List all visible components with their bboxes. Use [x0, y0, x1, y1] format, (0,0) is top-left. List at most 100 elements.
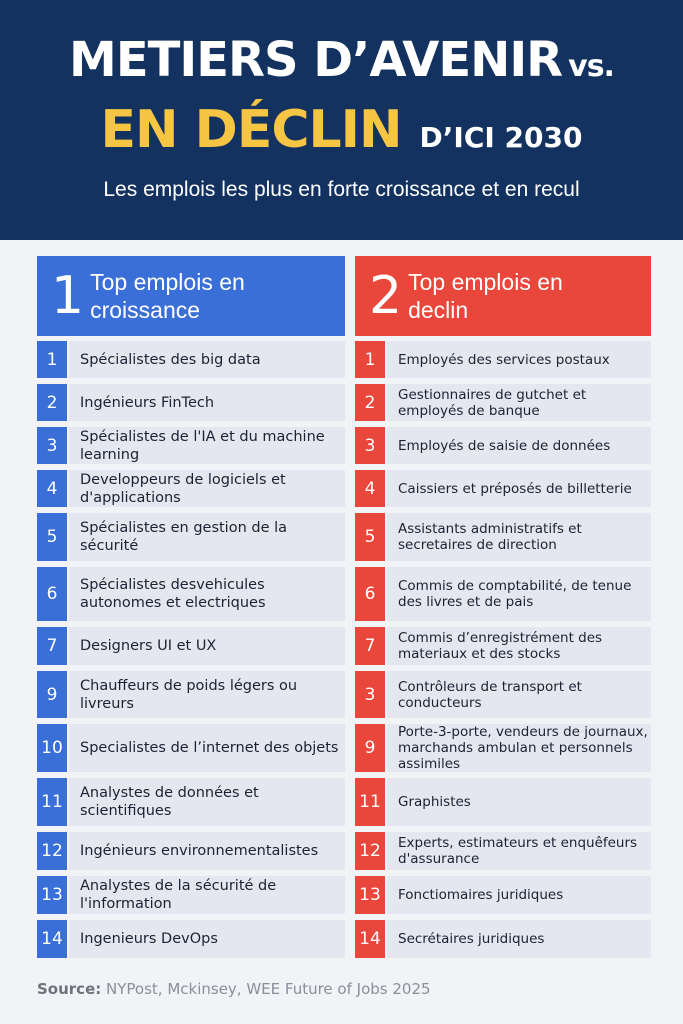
job-rank: 12: [37, 832, 67, 870]
job-rank: 5: [37, 513, 67, 561]
job-rank: 11: [355, 778, 385, 826]
job-title: Spécialistes desvehicules autonomes et e…: [69, 567, 345, 621]
source-label: Source:: [37, 980, 102, 998]
job-row: 13 Analystes de la sécurité de l'informat…: [37, 876, 345, 914]
job-rank: 9: [37, 671, 67, 718]
job-row: 14 Secrétaires juridiques: [355, 920, 651, 958]
job-row: 7 Commis d’enregistrément des materiaux e…: [355, 627, 651, 665]
job-row: 1 Spécialistes des big data: [37, 341, 345, 378]
job-rank: 1: [355, 341, 385, 378]
job-rank: 6: [355, 567, 385, 621]
job-title: Experts, estimateurs et enquêfeurs d'ass…: [387, 832, 651, 870]
job-rank: 7: [355, 627, 385, 665]
job-rank: 13: [37, 876, 67, 914]
job-title: Designers UI et UX: [69, 627, 345, 665]
job-row: 4 Caissiers et préposés de billetterie: [355, 470, 651, 507]
job-rank: 14: [355, 920, 385, 958]
job-rank: 6: [37, 567, 67, 621]
job-title: Commis d’enregistrément des materiaux et…: [387, 627, 651, 665]
job-title: Ingénieurs environnementalistes: [69, 832, 345, 870]
job-row: 5 Assistants administratifs et secretaire…: [355, 513, 651, 561]
job-row: 6 Spécialistes desvehicules autonomes et …: [37, 567, 345, 621]
job-rank: 4: [37, 470, 67, 507]
job-title: Spécialistes de l'IA et du machine learn…: [69, 427, 345, 464]
job-rank: 3: [37, 427, 67, 464]
job-row: 4 Developpeurs de logiciels et d'applicat…: [37, 470, 345, 507]
column-number: 1: [51, 266, 85, 326]
job-title: Secrétaires juridiques: [387, 920, 651, 958]
job-title: Ingénieurs FinTech: [69, 384, 345, 421]
job-title: Analystes de données et scientifiques: [69, 778, 345, 826]
job-row: 3 Contrôleurs de transport et conducteurs: [355, 671, 651, 718]
job-row: 3 Spécialistes de l'IA et du machine lear…: [37, 427, 345, 464]
title-vs: vs.: [568, 49, 615, 84]
column: 1 Top emplois en croissance 1 Spécialistes …: [37, 256, 345, 958]
job-list: 1 Spécialistes des big data 2 Ingénieurs Fi…: [37, 341, 345, 958]
title-year: D’ICI 2030: [419, 121, 583, 154]
job-rank: 2: [355, 384, 385, 421]
source: Source: NYPost, Mckinsey, WEE Future of …: [37, 980, 431, 998]
job-row: 10 Specialistes de l’internet des objets: [37, 724, 345, 772]
job-title: Caissiers et préposés de billetterie: [387, 470, 651, 507]
job-row: 5 Spécialistes en gestion de la sécurité: [37, 513, 345, 561]
job-rank: 3: [355, 427, 385, 464]
job-row: 11 Analystes de données et scientifiques: [37, 778, 345, 826]
column-header: 2 Top emplois en declin: [355, 256, 651, 336]
job-title: Employés de saisie de données: [387, 427, 651, 464]
job-row: 3 Employés de saisie de données: [355, 427, 651, 464]
job-title: Chauffeurs de poids légers ou livreurs: [69, 671, 345, 718]
title: METIERS D’AVENIR: [69, 32, 563, 88]
column-header: 1 Top emplois en croissance: [37, 256, 345, 336]
job-row: 1 Employés des services postaux: [355, 341, 651, 378]
job-title: Spécialistes des big data: [69, 341, 345, 378]
job-row: 7 Designers UI et UX: [37, 627, 345, 665]
job-title: Porte-3-porte, vendeurs de journaux, mar…: [387, 724, 651, 772]
title: EN DÉCLIN: [100, 100, 403, 160]
job-row: 12 Experts, estimateurs et enquêfeurs d'a…: [355, 832, 651, 870]
job-row: 13 Fonctiomaires juridiques: [355, 876, 651, 914]
job-row: 9 Chauffeurs de poids légers ou livreurs: [37, 671, 345, 718]
job-row: 12 Ingénieurs environnementalistes: [37, 832, 345, 870]
job-title: Gestionnaires de gutchet et employés de …: [387, 384, 651, 421]
job-list: 1 Employés des services postaux 2 Gestionna…: [355, 341, 651, 958]
job-title: Specialistes de l’internet des objets: [69, 724, 345, 772]
title-line: METIERS D’AVENIR vs.: [0, 32, 683, 88]
job-rank: 3: [355, 671, 385, 718]
job-rank: 7: [37, 627, 67, 665]
column: 2 Top emplois en declin 1 Employés des serv…: [355, 256, 651, 958]
job-title: Fonctiomaires juridiques: [387, 876, 651, 914]
job-row: 11 Graphistes: [355, 778, 651, 826]
job-row: 6 Commis de comptabilité, de tenue des li…: [355, 567, 651, 621]
source-text: NYPost, Mckinsey, WEE Future of Jobs 202…: [106, 980, 431, 998]
column-title: Top emplois en declin: [408, 269, 563, 323]
job-row: 14 Ingenieurs DevOps: [37, 920, 345, 958]
job-row: 2 Ingénieurs FinTech: [37, 384, 345, 421]
job-title: Commis de comptabilité, de tenue des liv…: [387, 567, 651, 621]
job-rank: 5: [355, 513, 385, 561]
job-title: Graphistes: [387, 778, 651, 826]
header: METIERS D’AVENIR vs. EN DÉCLIN D’ICI 2030 …: [0, 0, 683, 240]
job-rank: 9: [355, 724, 385, 772]
subtitle: Les emplois les plus en forte croissance…: [103, 178, 580, 201]
job-rank: 10: [37, 724, 67, 772]
job-title: Ingenieurs DevOps: [69, 920, 345, 958]
job-rank: 12: [355, 832, 385, 870]
column-number: 2: [369, 266, 403, 326]
job-rank: 2: [37, 384, 67, 421]
column-title: Top emplois en croissance: [90, 269, 245, 323]
job-row: 2 Gestionnaires de gutchet et employés de…: [355, 384, 651, 421]
job-title: Analystes de la sécurité de l'informatio…: [69, 876, 345, 914]
job-row: 9 Porte-3-porte, vendeurs de journaux, ma…: [355, 724, 651, 772]
job-title: Spécialistes en gestion de la sécurité: [69, 513, 345, 561]
job-rank: 1: [37, 341, 67, 378]
job-title: Developpeurs de logiciels et d'applicati…: [69, 470, 345, 507]
job-rank: 11: [37, 778, 67, 826]
job-rank: 14: [37, 920, 67, 958]
job-title: Employés des services postaux: [387, 341, 651, 378]
job-rank: 13: [355, 876, 385, 914]
title-line: EN DÉCLIN D’ICI 2030: [0, 100, 683, 160]
job-title: Assistants administratifs et secretaires…: [387, 513, 651, 561]
job-title: Contrôleurs de transport et conducteurs: [387, 671, 651, 718]
job-rank: 4: [355, 470, 385, 507]
